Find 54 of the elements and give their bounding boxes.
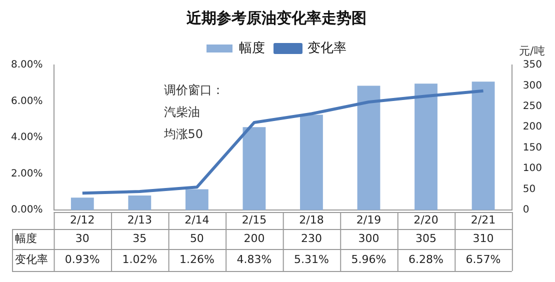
data-label: 230 [300, 232, 322, 245]
y2-tick-label: 150 [522, 142, 542, 154]
y-tick-label: 8.00% [10, 60, 43, 71]
y-tick-label: 2.00% [10, 168, 43, 180]
data-label: 50 [190, 232, 204, 245]
bar [70, 198, 94, 210]
data-label: 1.26% [179, 252, 214, 266]
data-label: 5.96% [351, 252, 386, 266]
bar [300, 114, 323, 210]
bar [185, 189, 208, 210]
y2-tick-label: 0 [522, 204, 530, 216]
data-label: 1.02% [122, 252, 158, 266]
annotation: 调价窗口： [164, 83, 224, 98]
x-tick-label: 2/12 [70, 213, 95, 226]
y-tick-label: 4.00% [10, 132, 43, 144]
x-tick-label: 2/20 [414, 213, 438, 226]
y2-tick-label: 300 [522, 80, 542, 92]
y-tick-label: 0.00% [10, 204, 43, 216]
annotation: 均涨50 [162, 127, 204, 142]
bar [472, 82, 495, 210]
x-tick-label: 2/15 [242, 213, 267, 226]
data-label: 30 [75, 232, 90, 245]
legend-label: 幅度 [239, 40, 265, 56]
data-label: 6.28% [408, 252, 444, 266]
text: 变化率 [15, 252, 48, 266]
data-label: 310 [472, 232, 494, 245]
data-label: 0.93% [64, 252, 100, 266]
data-label: 35 [132, 232, 147, 245]
y2-tick-label: 100 [522, 163, 542, 174]
data-label: 305 [416, 232, 437, 245]
data-label: 5.31% [294, 252, 329, 266]
chart-title: 近期参考原油变化率走势图 [186, 8, 366, 27]
annotation: 汽柴油 [164, 105, 200, 120]
x-tick-label: 2/21 [470, 213, 496, 226]
data-label: 200 [244, 232, 265, 245]
x-tick-label: 2/18 [299, 213, 324, 226]
text: 幅度 [15, 232, 37, 245]
y2-tick-label: 350 [522, 60, 542, 71]
x-tick-label: 2/13 [127, 213, 152, 226]
y2-tick-label: 250 [522, 101, 542, 112]
bar [128, 196, 152, 210]
x-tick-label: 2/19 [356, 213, 382, 226]
bar [242, 127, 266, 210]
data-label: 300 [358, 232, 380, 245]
y-tick-label: 6.00% [10, 96, 43, 107]
legend-label: 变化率 [308, 40, 346, 56]
data-label: 4.83% [236, 252, 272, 266]
data-label: 6.57% [466, 252, 501, 266]
y2-tick-label: 200 [522, 122, 542, 133]
bar [414, 84, 438, 210]
y2-tick-label: 50 [522, 184, 536, 195]
y2-axis-title: 元/吨 [519, 44, 545, 58]
bar [357, 86, 380, 210]
x-tick-label: 2/14 [184, 213, 210, 226]
